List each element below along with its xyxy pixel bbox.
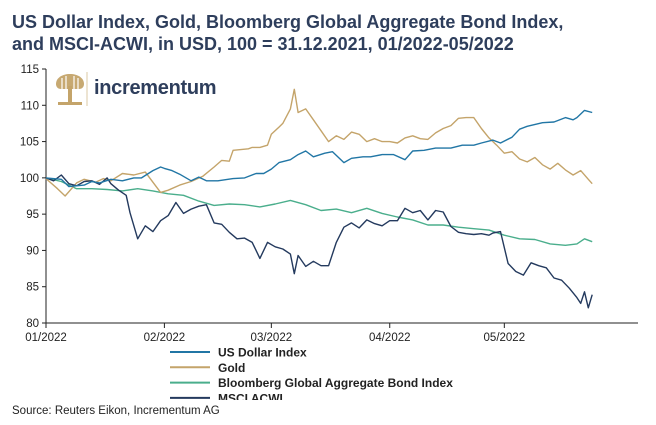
series-layer: [45, 88, 593, 309]
y-tick-label: 100: [20, 173, 39, 185]
source-note: Source: Reuters Eikon, Incrementum AG: [12, 405, 220, 417]
y-tick-label: 90: [26, 245, 39, 257]
y-tick-label: 95: [26, 209, 39, 221]
chart-title-line-2: and MSCI-ACWI, in USD, 100 = 31.12.2021,…: [12, 34, 514, 54]
x-tick-label: 04/2022: [369, 332, 411, 344]
x-tick-label: 02/2022: [144, 332, 186, 344]
x-tick-label: 03/2022: [251, 332, 293, 344]
y-tick-label: 80: [26, 318, 39, 330]
legend-label: US Dollar Index: [218, 346, 307, 360]
y-tick-label: 115: [21, 64, 39, 76]
y-tick-label: 110: [21, 100, 39, 112]
x-tick-label: 05/2022: [484, 332, 526, 344]
tree-icon: [52, 72, 88, 106]
legend-label: MSCI ACWI: [218, 391, 283, 400]
legend-label: Bloomberg Global Aggregate Bond Index: [218, 376, 453, 390]
chart-title: US Dollar Index, Gold, Bloomberg Global …: [12, 11, 652, 55]
logo-wordmark: incrementum: [94, 77, 217, 99]
legend-label: Gold: [218, 361, 245, 375]
chart-axes: 80 85 90 95 100 105 110 115 01/2022 02/2022 03/202…: [20, 64, 638, 344]
y-tick-label: 105: [20, 137, 39, 149]
chart-title-line-1: US Dollar Index, Gold, Bloomberg Global …: [12, 12, 564, 32]
line-chart: 80 85 90 95 100 105 110 115 01/2022 02/2022 03/202…: [20, 64, 638, 400]
x-tick-label: 01/2022: [25, 332, 67, 344]
series-line-us-dollar-index: [45, 109, 593, 188]
series-line-gold: [45, 88, 593, 197]
series-line-msci-acwi: [45, 174, 593, 309]
y-tick-label: 85: [26, 282, 39, 294]
series-line-bloomberg-global-aggregate-bond-index: [45, 177, 593, 247]
